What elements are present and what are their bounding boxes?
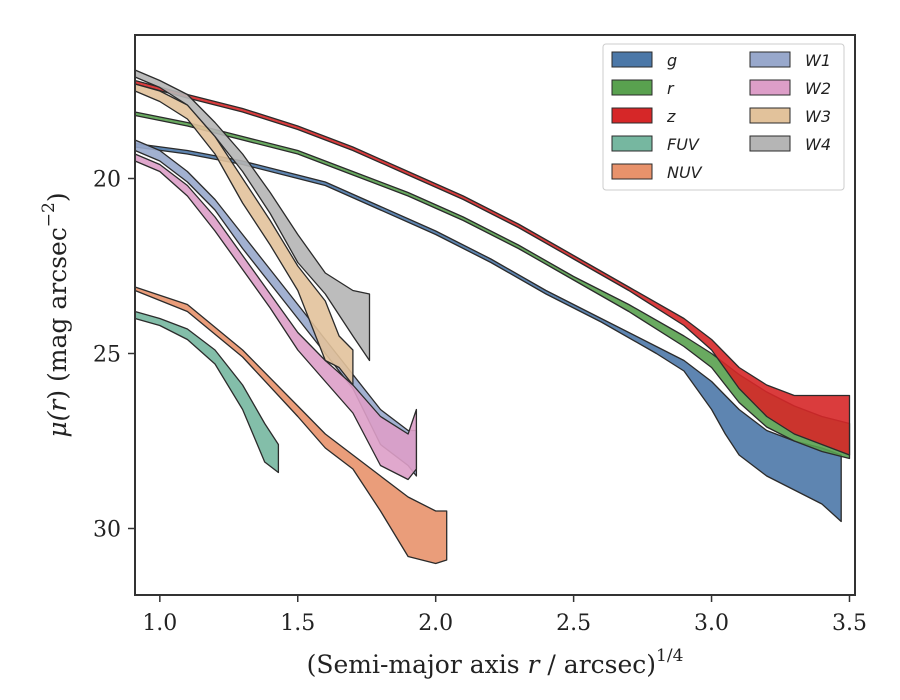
y-axis-ticks: 20 25 30 — [93, 168, 135, 543]
y-axis-title-close: ) — [43, 192, 72, 202]
x-tick-label: 2.0 — [418, 611, 453, 636]
legend-label-r: r — [667, 79, 675, 98]
x-axis-title-exponent: 1/4 — [656, 646, 683, 666]
x-tick-label: 1.5 — [280, 611, 315, 636]
x-axis-ticks: 1.0 1.5 2.0 2.5 3.0 3.5 — [142, 595, 867, 636]
legend-swatch-w2 — [749, 79, 791, 96]
legend-label-z: z — [666, 107, 676, 126]
legend-swatch-fuv — [611, 135, 653, 152]
series-band-z — [134, 79, 851, 456]
series-band-g — [134, 142, 842, 523]
y-axis-title-var: r — [43, 398, 72, 412]
legend-label-w2: W2 — [805, 79, 831, 98]
series-bands — [134, 69, 851, 565]
x-axis-title-main: (Semi-major axis — [307, 650, 528, 679]
legend-label-w3: W3 — [805, 107, 831, 126]
legend-label-fuv: FUV — [667, 135, 700, 154]
y-axis-title-exponent: −2 — [39, 202, 59, 227]
legend-label-w4: W4 — [805, 135, 831, 154]
x-tick-label: 1.0 — [142, 611, 177, 636]
y-axis-title: μ(r) (mag arcsec−2) — [39, 192, 72, 437]
x-tick-label: 3.0 — [694, 611, 729, 636]
y-tick-label: 20 — [93, 168, 121, 193]
series-band-w4 — [134, 69, 371, 362]
legend-swatch-w3 — [749, 107, 791, 124]
legend-swatch-w4 — [749, 135, 791, 152]
x-axis-title: (Semi-major axis r / arcsec)1/4 — [307, 646, 684, 679]
y-tick-label: 25 — [93, 343, 121, 368]
legend-label-nuv: NUV — [667, 163, 703, 182]
series-band-w3 — [134, 83, 354, 386]
legend-swatch-nuv — [611, 163, 653, 180]
legend-swatch-g — [611, 51, 653, 68]
legend-swatch-r — [611, 79, 653, 96]
y-axis-title-mu: μ( — [43, 410, 72, 437]
y-tick-label: 30 — [93, 518, 121, 543]
legend: grz FUV NUV W1 W2 W3 W4 — [602, 43, 845, 191]
legend-swatch-z — [611, 107, 653, 124]
series-band-fuv — [134, 310, 280, 474]
series-band-nuv — [134, 286, 448, 565]
y-axis-title-rest: ) (mag arcsec — [43, 227, 72, 400]
x-axis-title-rest: / arcsec) — [539, 650, 656, 679]
x-axis-title-var: r — [528, 650, 542, 679]
legend-label-g: g — [667, 51, 677, 70]
series-band-w2 — [134, 153, 418, 481]
x-tick-label: 3.5 — [832, 611, 867, 636]
plot-frame — [134, 34, 856, 596]
legend-label-w1: W1 — [805, 51, 831, 70]
legend-swatch-w1 — [749, 51, 791, 68]
x-tick-label: 2.5 — [556, 611, 591, 636]
